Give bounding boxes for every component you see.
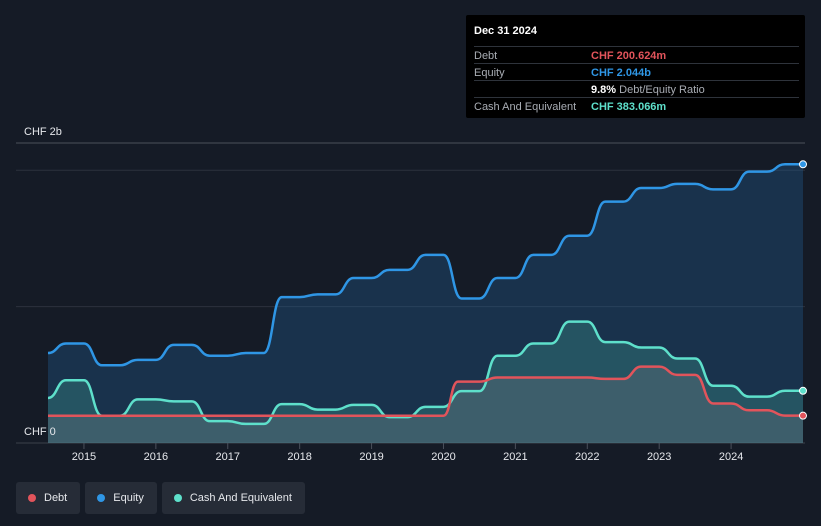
tooltip-row-equity: Equity CHF 2.044b	[474, 63, 799, 81]
series-endpoints	[799, 160, 807, 420]
legend-label-equity: Equity	[113, 492, 144, 504]
chart-legend: Debt Equity Cash And Equivalent	[16, 482, 305, 514]
line-equity	[47, 163, 803, 367]
legend-label-debt: Debt	[44, 492, 68, 504]
line-cash-and-equivalent	[47, 320, 803, 426]
tooltip-ratio: 9.8% Debt/Equity Ratio	[591, 84, 705, 96]
tooltip-panel: Dec 31 2024 Debt CHF 200.624m Equity CHF…	[466, 15, 805, 118]
endpoint-cash-and-equivalent	[799, 386, 807, 395]
equity-dot-icon	[97, 494, 106, 502]
area-cash-and-equivalent	[48, 321, 803, 443]
line-debt	[47, 365, 803, 417]
legend-label-cash: Cash And Equivalent	[189, 492, 292, 504]
y-axis-top-label: CHF 2b	[24, 126, 62, 138]
area-equity	[48, 164, 803, 444]
tooltip-date: Dec 31 2024	[474, 25, 537, 37]
x-tick-label: 2017	[216, 451, 240, 463]
tooltip-debt-value: CHF 200.624m	[591, 50, 667, 62]
x-tick-label: 2021	[503, 451, 527, 463]
tooltip-ratio-value: 9.8%	[591, 84, 617, 96]
x-tick-label: 2018	[287, 451, 311, 463]
tooltip-cash-label: Cash And Equivalent	[474, 101, 577, 113]
endpoint-debt	[799, 411, 807, 420]
tooltip-ratio-label: Debt/Equity Ratio	[619, 84, 705, 96]
x-tick-label: 2019	[359, 451, 383, 463]
series-lines	[47, 163, 803, 426]
gridlines	[16, 142, 805, 444]
tooltip-debt-label: Debt	[474, 50, 498, 62]
tooltip-cash-value: CHF 383.066m	[591, 101, 667, 113]
tooltip-row-debt: Debt CHF 200.624m	[474, 46, 799, 64]
legend-item-equity[interactable]: Equity	[85, 482, 157, 514]
legend-item-cash[interactable]: Cash And Equivalent	[161, 482, 305, 514]
debt-dot-icon	[28, 494, 36, 502]
x-tick-label: 2022	[575, 451, 599, 463]
series-areas	[48, 164, 803, 444]
tooltip-row-ratio: 9.8% Debt/Equity Ratio	[474, 80, 799, 98]
tooltip-equity-value: CHF 2.044b	[591, 67, 651, 79]
tooltip-equity-label: Equity	[474, 67, 505, 79]
area-debt	[48, 366, 803, 443]
x-tick-label: 2024	[719, 451, 743, 463]
x-tick-label: 2020	[431, 451, 455, 463]
legend-item-debt[interactable]: Debt	[16, 482, 81, 514]
cash-dot-icon	[173, 494, 182, 502]
x-axis-ticks: 2015 2016 2017 2018 2019 2020 2021 2022 2023 2024	[72, 443, 743, 463]
y-axis-bottom-label: CHF 0	[24, 426, 56, 438]
tooltip-row-cash: Cash And Equivalent CHF 383.066m	[474, 97, 799, 115]
endpoint-equity	[799, 160, 807, 169]
x-tick-label: 2015	[72, 451, 96, 463]
x-tick-label: 2023	[647, 451, 671, 463]
x-tick-label: 2016	[144, 451, 168, 463]
